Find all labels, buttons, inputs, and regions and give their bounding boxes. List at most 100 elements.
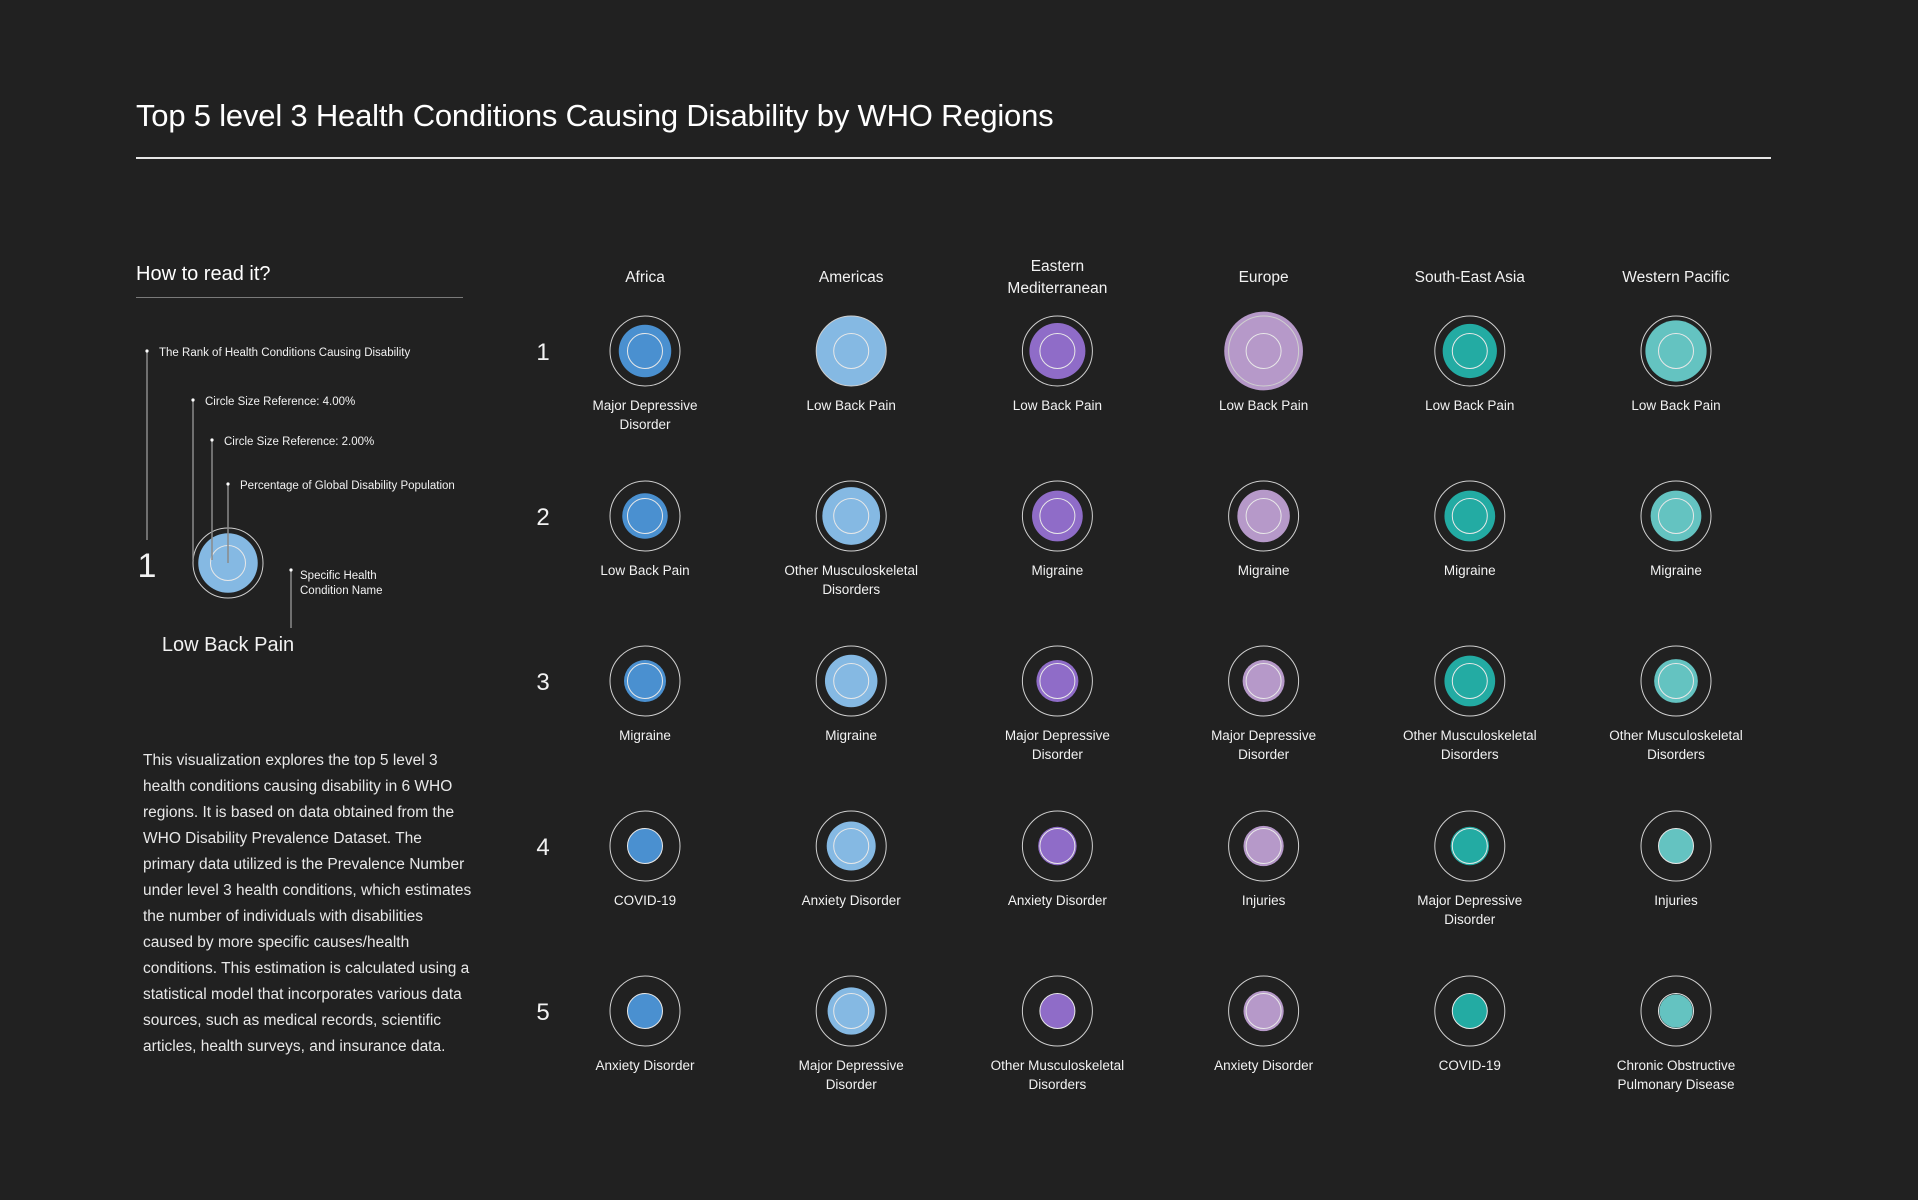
value-circle xyxy=(622,493,668,539)
reference-ring-2pct xyxy=(1039,993,1076,1029)
value-circle xyxy=(1039,993,1075,1029)
condition-bubble: Injuries xyxy=(1228,810,1300,908)
reference-ring-4pct xyxy=(815,480,887,552)
reference-ring-4pct xyxy=(1228,975,1300,1047)
condition-bubble: Migraine xyxy=(1434,480,1506,578)
reference-ring-4pct xyxy=(1021,810,1093,882)
region-header: South-East Asia xyxy=(1415,269,1526,286)
region-header: Eastern xyxy=(1031,258,1084,275)
region-header: Mediterranean xyxy=(1007,280,1107,297)
condition-bubble: Anxiety Disorder xyxy=(802,810,901,908)
reference-ring-4pct xyxy=(815,810,887,882)
reference-ring-2pct xyxy=(627,498,663,534)
reference-ring-2pct xyxy=(1039,663,1076,699)
value-circle xyxy=(827,987,875,1035)
reference-ring-4pct xyxy=(815,645,887,717)
condition-label: Anxiety Disorder xyxy=(1214,1058,1314,1073)
reference-ring-2pct xyxy=(1451,333,1488,369)
reference-ring-2pct xyxy=(1245,993,1282,1029)
condition-label: Other Musculoskeletal xyxy=(991,1058,1125,1073)
condition-label: Disorders xyxy=(1441,747,1499,762)
legend-heading: How to read it? xyxy=(136,263,271,285)
reference-ring-2pct xyxy=(1245,333,1282,369)
condition-label: Major Depressive xyxy=(592,398,697,413)
reference-ring-4pct xyxy=(1640,480,1712,552)
condition-label: Disorder xyxy=(826,1077,878,1092)
legend-note-name: Specific Health xyxy=(300,570,377,582)
reference-ring-4pct xyxy=(1228,645,1300,717)
value-circle xyxy=(816,316,887,386)
condition-label: Disorders xyxy=(822,582,880,597)
reference-ring-2pct xyxy=(1451,828,1488,864)
condition-bubble: Major Depressive Disorder xyxy=(592,315,698,432)
reference-ring-4pct xyxy=(1640,810,1712,882)
value-circle xyxy=(1452,993,1488,1029)
condition-bubble: Other Musculoskeletal Disorders xyxy=(784,480,918,597)
reference-ring-4pct xyxy=(1021,480,1093,552)
reference-ring-2pct xyxy=(1039,333,1076,369)
condition-bubble: Anxiety Disorder xyxy=(1214,975,1314,1073)
legend-note-ref-4: Circle Size Reference: 4.00% xyxy=(205,396,355,408)
condition-bubble: Low Back Pain xyxy=(1631,315,1721,413)
connector-dot xyxy=(210,438,214,442)
reference-ring-4pct xyxy=(815,315,887,387)
connector-dot xyxy=(226,482,230,486)
rank-label: 4 xyxy=(536,834,549,861)
rank-label: 1 xyxy=(536,339,549,366)
value-circle xyxy=(1442,323,1497,379)
condition-bubble: COVID-19 xyxy=(1434,975,1506,1073)
reference-ring-4pct xyxy=(609,975,681,1047)
condition-label: Low Back Pain xyxy=(1631,398,1720,413)
reference-ring-2pct xyxy=(1658,663,1694,699)
condition-bubble: Anxiety Disorder xyxy=(595,975,695,1073)
legend-condition-name: Low Back Pain xyxy=(162,634,294,656)
reference-ring-2pct xyxy=(1245,828,1282,864)
chart-grid: Africa Americas Eastern Mediterranean Europe… xyxy=(536,258,1742,1092)
legend-note-name: Condition Name xyxy=(300,585,382,597)
condition-label: Low Back Pain xyxy=(1219,398,1308,413)
condition-bubble: Low Back Pain xyxy=(1425,315,1514,413)
value-circle xyxy=(1243,990,1284,1032)
condition-label: Low Back Pain xyxy=(1425,398,1514,413)
condition-bubble: Major Depressive Disorder xyxy=(1417,810,1522,927)
condition-bubble: Migraine xyxy=(609,645,681,743)
value-circle xyxy=(1224,311,1303,391)
condition-bubble: Other Musculoskeletal Disorders xyxy=(1403,645,1537,762)
value-circle xyxy=(1659,994,1693,1028)
value-circle xyxy=(627,993,663,1029)
region-header: Europe xyxy=(1239,269,1289,286)
value-circle xyxy=(618,324,672,378)
reference-ring-4pct xyxy=(1434,810,1506,882)
condition-label: Migraine xyxy=(825,728,877,743)
reference-ring-2pct xyxy=(1245,498,1282,534)
reference-ring-4pct xyxy=(1228,480,1300,552)
value-circle xyxy=(1243,825,1284,867)
reference-ring-4pct xyxy=(1228,810,1300,882)
legend-rank-number: 1 xyxy=(138,547,157,585)
title-divider xyxy=(136,157,1771,159)
condition-bubble: Other Musculoskeletal Disorders xyxy=(991,975,1125,1092)
value-circle xyxy=(1242,660,1285,702)
value-circle xyxy=(1038,826,1077,866)
condition-bubble: Other Musculoskeletal Disorders xyxy=(1609,645,1743,762)
condition-label: Disorder xyxy=(619,417,671,432)
condition-bubble: Major Depressive Disorder xyxy=(1005,645,1110,762)
condition-label: Disorders xyxy=(1029,1077,1087,1092)
value-circle xyxy=(1450,826,1490,866)
legend-note-ref-2: Circle Size Reference: 2.00% xyxy=(224,436,374,448)
reference-ring-4pct xyxy=(609,645,681,717)
reference-ring-2pct xyxy=(627,828,663,864)
reference-ring-2pct xyxy=(1451,993,1488,1029)
condition-bubble: Migraine xyxy=(1228,480,1300,578)
region-header: Africa xyxy=(625,269,665,286)
reference-ring-2pct xyxy=(627,333,663,369)
condition-label: COVID-19 xyxy=(1439,1058,1501,1073)
value-circle xyxy=(1658,828,1694,864)
condition-bubble: Chronic Obstructive Pulmonary Disease xyxy=(1617,975,1735,1092)
legend-divider xyxy=(136,297,463,298)
reference-ring-2pct xyxy=(1658,333,1694,369)
region-header: Americas xyxy=(819,269,884,286)
reference-ring-2pct xyxy=(1658,498,1694,534)
reference-ring-2pct xyxy=(1451,498,1488,534)
